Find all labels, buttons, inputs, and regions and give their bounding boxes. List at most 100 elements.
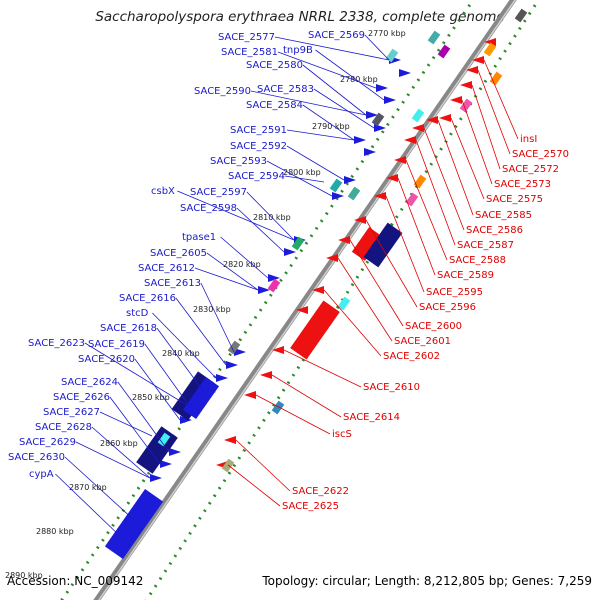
forward-gene-label[interactable]: SACE_2597 [190,187,247,198]
forward-gene-label[interactable]: SACE_2612 [138,263,195,274]
forward-gene-arrow[interactable] [169,448,181,456]
gene-block[interactable] [427,30,441,45]
forward-gene-label[interactable]: SACE_2620 [78,354,135,365]
reverse-gene-label[interactable]: SACE_2573 [494,179,551,190]
reverse-gene-label[interactable]: SACE_2602 [383,351,440,362]
forward-gene-arrow[interactable] [366,111,378,119]
reverse-gene-label[interactable]: SACE_2588 [449,255,506,266]
reverse-gene-arrow[interactable] [326,254,338,262]
forward-gene-label[interactable]: SACE_2593 [210,156,267,167]
forward-gene-arrow[interactable] [284,248,296,256]
forward-gene-arrow[interactable] [332,192,344,200]
forward-gene-label[interactable]: tnp9B [283,45,313,56]
forward-gene-label[interactable]: SACE_2580 [246,60,303,71]
gene-block[interactable] [371,112,385,127]
gene-block[interactable] [483,42,497,57]
gene-block[interactable] [405,192,419,207]
reverse-gene-arrow[interactable] [296,306,308,314]
forward-gene-arrow[interactable] [226,361,238,369]
forward-gene-arrow[interactable] [150,474,162,482]
forward-gene-arrow[interactable] [384,96,396,104]
reverse-gene-label[interactable]: SACE_2596 [419,302,476,313]
forward-gene-label[interactable]: csbX [151,186,175,197]
forward-gene-label[interactable]: SACE_2628 [35,422,92,433]
reverse-gene-arrow[interactable] [260,371,272,379]
gene-block[interactable] [271,400,285,415]
reverse-gene-label[interactable]: SACE_2572 [502,164,559,175]
forward-gene-arrow[interactable] [180,416,192,424]
reverse-gene-arrow[interactable] [338,236,350,244]
reverse-gene-arrow[interactable] [439,114,451,122]
reverse-gene-arrow[interactable] [354,216,366,224]
reverse-gene-arrow[interactable] [394,156,406,164]
gene-block[interactable] [291,236,305,251]
forward-gene-label[interactable]: tpase1 [182,232,216,243]
forward-gene-arrow[interactable] [160,460,172,468]
reverse-gene-arrow[interactable] [404,136,416,144]
forward-gene-label[interactable]: SACE_2623 [28,338,85,349]
reverse-gene-arrow[interactable] [466,66,478,74]
reverse-gene-label[interactable]: SACE_2614 [343,412,400,423]
gene-block[interactable] [290,300,340,360]
forward-gene-label[interactable]: stcD [126,308,149,319]
forward-gene-arrow[interactable] [216,374,228,382]
gene-block[interactable] [351,227,383,261]
forward-gene-label[interactable]: SACE_2605 [150,248,207,259]
forward-gene-label[interactable]: SACE_2627 [43,407,100,418]
reverse-gene-label[interactable]: SACE_2600 [405,321,462,332]
gene-block[interactable] [411,108,425,123]
gene-block[interactable] [337,296,351,311]
reverse-gene-arrow[interactable] [460,81,472,89]
gene-block[interactable] [385,48,399,63]
reverse-gene-label[interactable]: SACE_2575 [486,194,543,205]
reverse-gene-arrow[interactable] [472,56,484,64]
reverse-gene-label[interactable]: SACE_2601 [394,336,451,347]
reverse-gene-label[interactable]: SACE_2589 [437,270,494,281]
forward-gene-label[interactable]: SACE_2583 [257,84,314,95]
forward-gene-label[interactable]: SACE_2616 [119,293,176,304]
reverse-gene-label[interactable]: SACE_2610 [363,382,420,393]
reverse-gene-label[interactable]: SACE_2585 [475,210,532,221]
reverse-gene-label[interactable]: insI [520,134,537,145]
gene-block[interactable] [123,509,149,535]
forward-gene-label[interactable]: SACE_2592 [230,141,287,152]
forward-gene-label[interactable]: SACE_2590 [194,86,251,97]
gene-block[interactable] [267,278,281,293]
reverse-gene-arrow[interactable] [272,346,284,354]
forward-gene-arrow[interactable] [354,136,366,144]
gene-block[interactable] [347,186,361,201]
gene-block[interactable] [329,178,343,193]
reverse-gene-arrow[interactable] [426,116,438,124]
forward-gene-arrow[interactable] [376,84,388,92]
forward-gene-label[interactable]: cypA [29,469,54,480]
gene-block[interactable] [227,340,241,355]
forward-gene-label[interactable]: SACE_2619 [88,339,145,350]
gene-block[interactable] [489,71,503,86]
gene-block[interactable] [437,44,451,59]
gene-block[interactable] [459,98,473,113]
gene-block[interactable] [182,377,220,419]
reverse-gene-arrow[interactable] [412,124,424,132]
forward-gene-label[interactable]: SACE_2629 [19,437,76,448]
forward-gene-label[interactable]: SACE_2618 [100,323,157,334]
forward-gene-arrow[interactable] [268,274,280,282]
forward-gene-arrow[interactable] [344,176,356,184]
reverse-gene-arrow[interactable] [244,391,256,399]
forward-gene-arrow[interactable] [364,148,376,156]
gene-block[interactable] [157,432,171,447]
forward-gene-label[interactable]: SACE_2577 [218,32,275,43]
forward-gene-label[interactable]: SACE_2598 [180,203,237,214]
reverse-gene-arrow[interactable] [312,286,324,294]
gene-block[interactable] [514,8,528,23]
reverse-gene-arrow[interactable] [450,96,462,104]
reverse-gene-arrow[interactable] [386,174,398,182]
forward-gene-arrow[interactable] [234,348,246,356]
forward-gene-label[interactable]: SACE_2594 [228,171,285,182]
reverse-gene-arrow[interactable] [374,192,386,200]
reverse-gene-label[interactable]: iscS [332,429,352,440]
reverse-gene-label[interactable]: SACE_2570 [512,149,569,160]
reverse-gene-label[interactable]: SACE_2587 [457,240,514,251]
reverse-gene-label[interactable]: SACE_2625 [282,501,339,512]
reverse-gene-label[interactable]: SACE_2586 [466,225,523,236]
